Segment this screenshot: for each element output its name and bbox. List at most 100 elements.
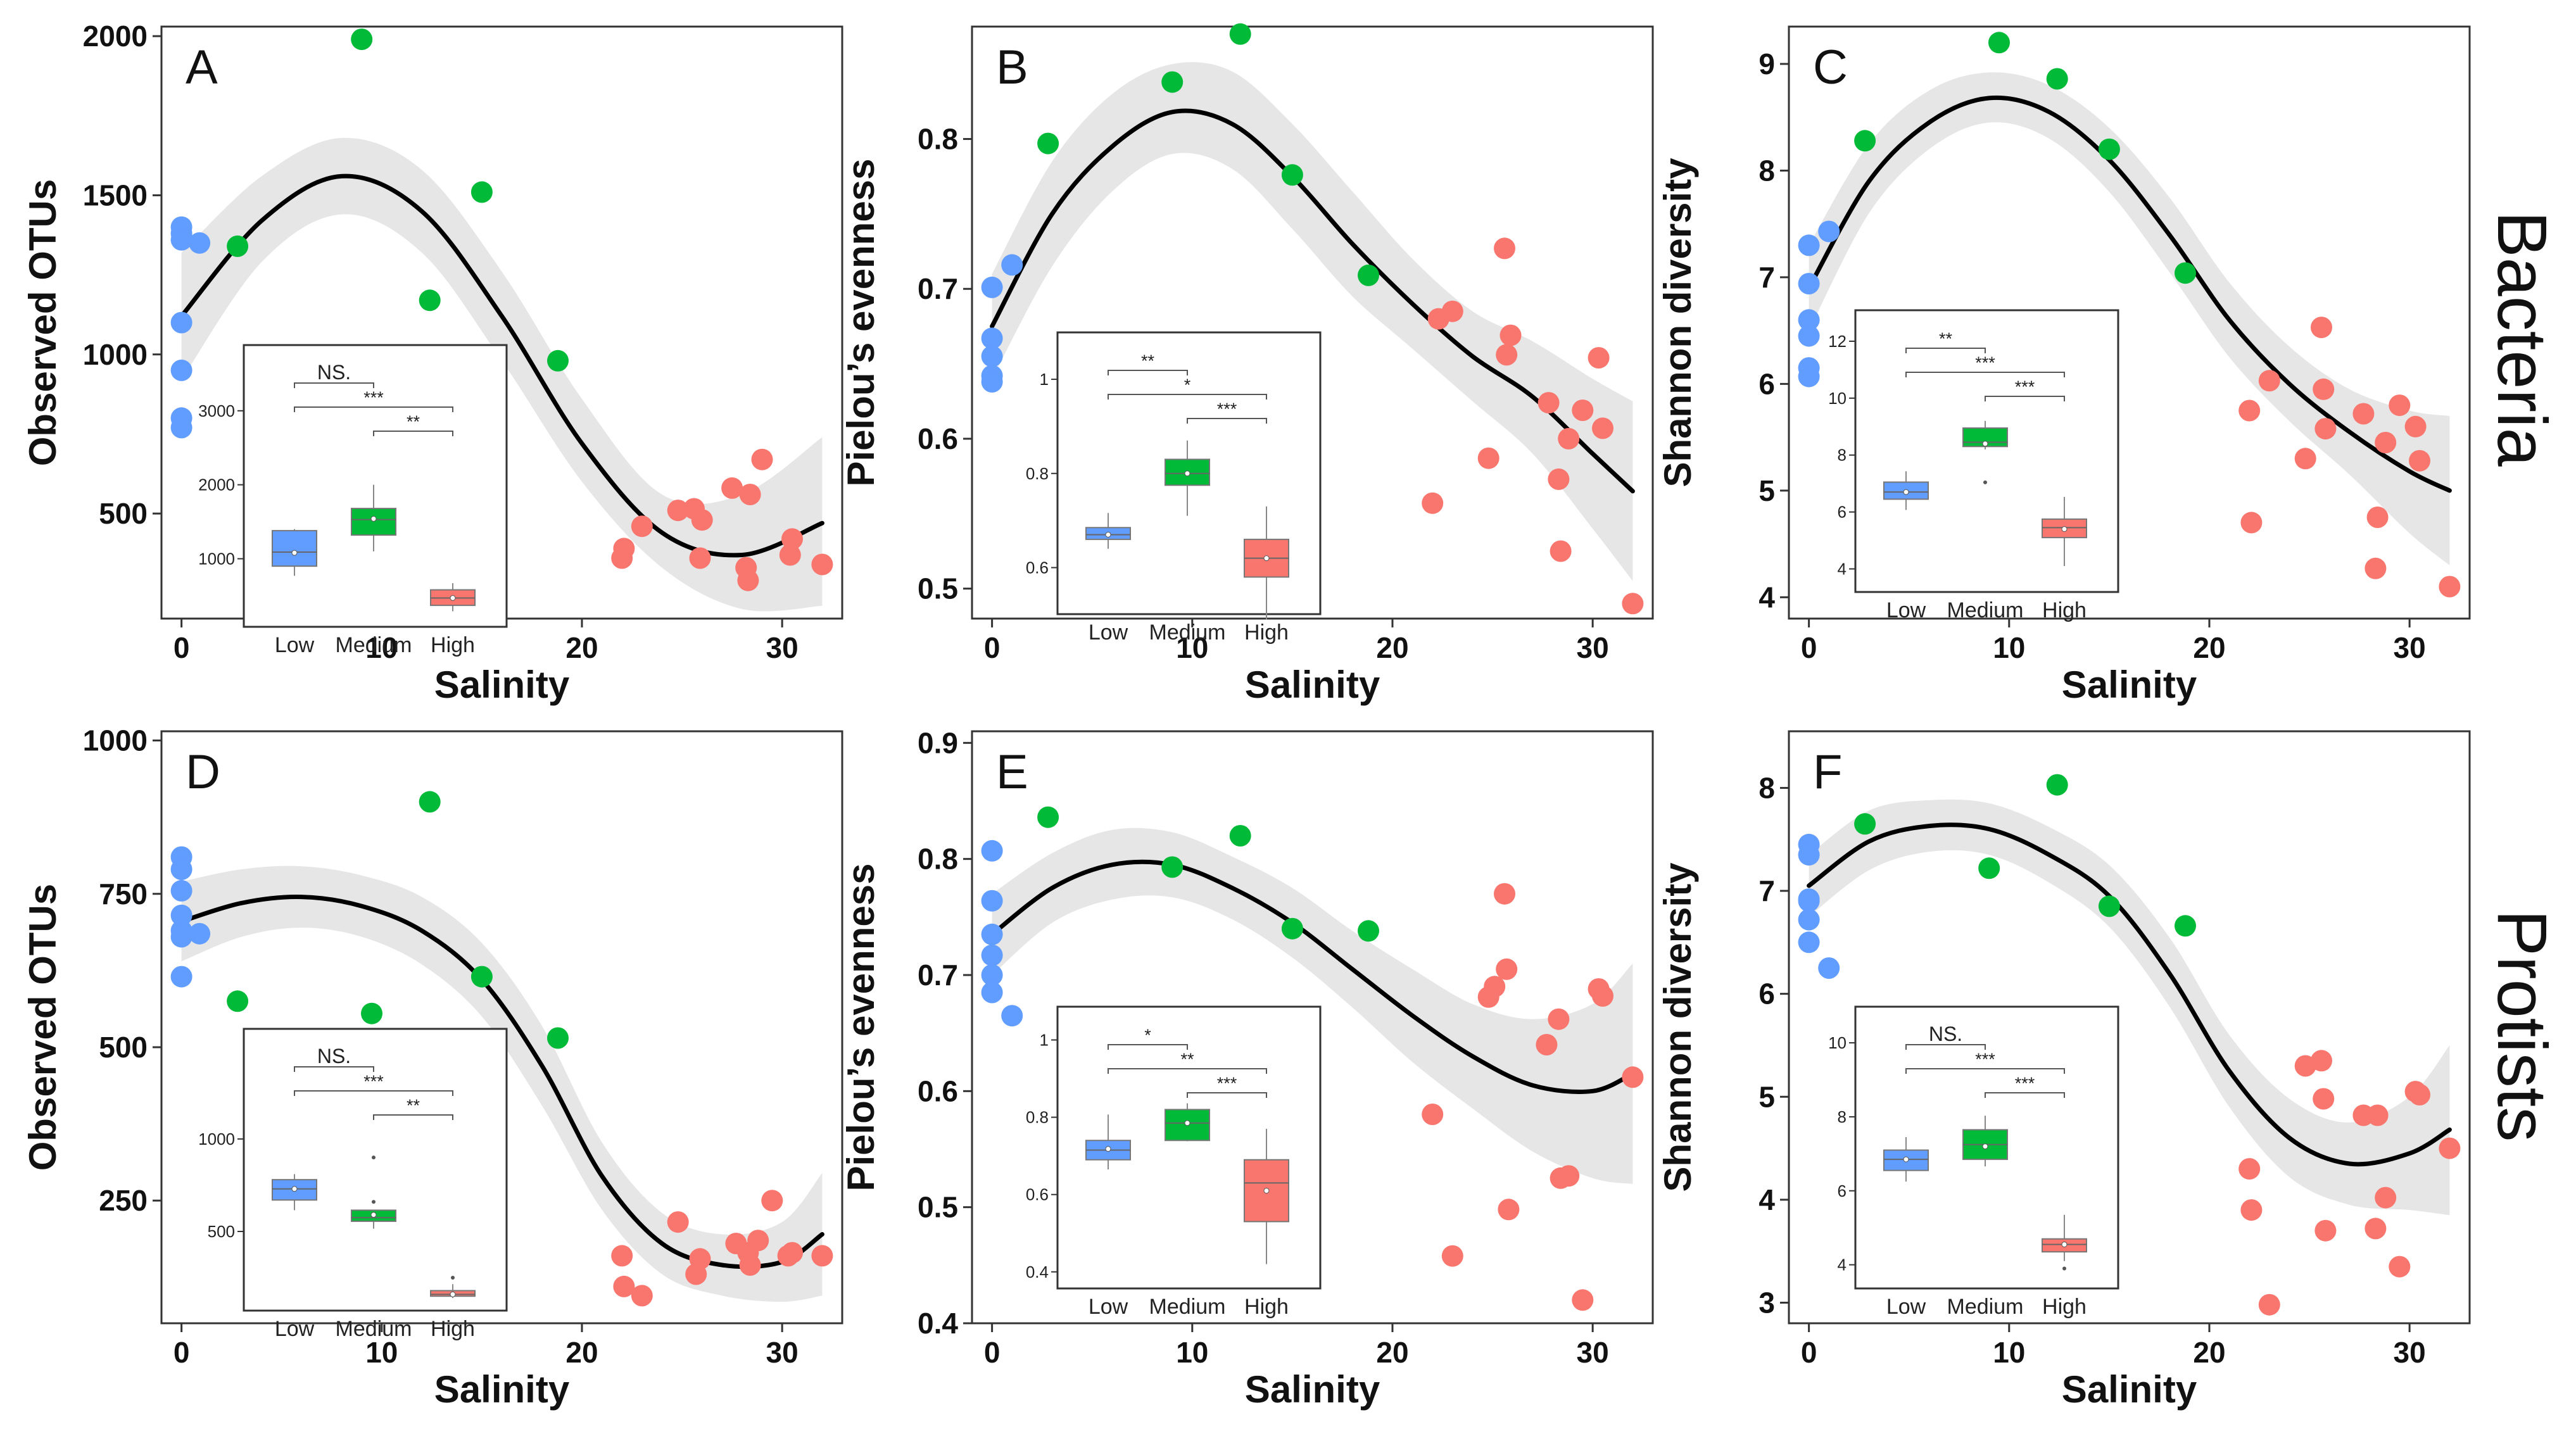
data-point-low bbox=[170, 312, 193, 334]
data-point-high bbox=[1484, 976, 1506, 998]
y-tick-label: 4 bbox=[1758, 1183, 1775, 1216]
inset-y-tick-label: 4 bbox=[1838, 560, 1847, 579]
inset-significance-label: *** bbox=[1975, 353, 1995, 372]
data-point-medium bbox=[2098, 138, 2120, 160]
inset-y-tick-label: 0.6 bbox=[1026, 558, 1049, 577]
x-tick-label: 20 bbox=[565, 1336, 598, 1369]
inset-significance-bracket bbox=[1187, 1092, 1267, 1098]
inset-y-tick-label: 3000 bbox=[198, 401, 235, 420]
inset-significance-bracket bbox=[1905, 372, 2065, 377]
inset-significance-label: *** bbox=[1975, 1050, 1995, 1069]
data-point-high bbox=[2294, 448, 2316, 470]
inset-y-tick-label: 1000 bbox=[198, 1130, 235, 1149]
y-tick-label: 0.8 bbox=[918, 123, 958, 156]
data-point-medium bbox=[1358, 264, 1379, 286]
panel-c: 0 10 20 30 4 5 6 7 8 9 Salinity Shannon diversity C 4… bbox=[1657, 25, 2471, 706]
x-tick-label: 10 bbox=[1993, 631, 2025, 664]
y-tick-label: 9 bbox=[1758, 47, 1775, 80]
data-point-high bbox=[1548, 1008, 1570, 1030]
data-point-high bbox=[747, 1230, 769, 1252]
data-point-high bbox=[2409, 450, 2430, 472]
data-point-low bbox=[981, 964, 1003, 986]
data-point-high bbox=[2238, 1158, 2261, 1180]
data-point-high bbox=[2439, 576, 2461, 598]
x-tick-label: 0 bbox=[984, 1336, 1001, 1369]
data-point-high bbox=[2404, 415, 2427, 438]
inset-outlier-medium bbox=[372, 1200, 376, 1204]
data-point-low bbox=[1798, 931, 1820, 954]
inset-significance-label: *** bbox=[2015, 1074, 2035, 1093]
inset-significance-label: ** bbox=[407, 1096, 420, 1115]
y-tick-label: 8 bbox=[1758, 771, 1775, 804]
data-point-high bbox=[2313, 378, 2335, 400]
data-point-high bbox=[1588, 347, 1610, 369]
data-point-medium bbox=[2098, 895, 2120, 917]
inset-significance-bracket bbox=[1905, 1068, 2065, 1074]
data-point-low bbox=[1798, 325, 1820, 347]
data-point-medium bbox=[1161, 71, 1184, 93]
confidence-ribbon bbox=[992, 62, 1633, 581]
inset-mean-medium bbox=[370, 515, 377, 522]
data-point-high bbox=[1441, 1245, 1463, 1267]
y-axis-title: Pielou’s evenness bbox=[840, 158, 882, 486]
inset-mean-medium bbox=[370, 1212, 377, 1218]
y-tick-label: 3 bbox=[1758, 1286, 1775, 1319]
inset-category-label: Low bbox=[1886, 1295, 1926, 1319]
y-tick-label: 2000 bbox=[83, 20, 148, 53]
y-tick-label: 7 bbox=[1758, 261, 1775, 294]
inset-significance-label: ** bbox=[1180, 1050, 1194, 1069]
data-point-high bbox=[1592, 417, 1613, 439]
data-point-high bbox=[1558, 427, 1580, 450]
data-point-high bbox=[737, 569, 759, 591]
inset-significance-bracket bbox=[1108, 1044, 1188, 1050]
x-tick-label: 0 bbox=[984, 631, 1001, 664]
data-point-high bbox=[2258, 370, 2280, 392]
x-tick-label: 0 bbox=[1801, 631, 1817, 664]
x-axis-title: Salinity bbox=[1245, 664, 1380, 706]
inset-mean-high bbox=[2061, 526, 2068, 532]
data-point-low bbox=[981, 840, 1003, 862]
inset-mean-low bbox=[1903, 1156, 1909, 1162]
y-tick-label: 5 bbox=[1758, 474, 1775, 507]
inset-y-tick-label: 2000 bbox=[198, 475, 235, 494]
inset-significance-label: ** bbox=[407, 412, 420, 431]
inset-category-label: Low bbox=[275, 633, 315, 657]
data-point-low bbox=[1798, 890, 1820, 912]
inset-frame bbox=[243, 1028, 508, 1312]
data-point-high bbox=[811, 553, 833, 576]
y-tick-label: 6 bbox=[1758, 367, 1775, 400]
data-point-low bbox=[1798, 909, 1820, 931]
y-tick-label: 7 bbox=[1758, 874, 1775, 907]
inset-significance-label: *** bbox=[363, 388, 384, 407]
inset-significance-bracket bbox=[1108, 1068, 1267, 1074]
inset-significance-label: *** bbox=[363, 1072, 384, 1091]
x-tick-label: 0 bbox=[174, 1336, 190, 1369]
inset-frame bbox=[1854, 309, 2119, 593]
data-point-high bbox=[1537, 392, 1560, 414]
inset-y-tick-label: 4 bbox=[1838, 1256, 1847, 1275]
data-point-low bbox=[189, 922, 211, 945]
inset-significance-bracket bbox=[1108, 394, 1267, 400]
data-point-high bbox=[2311, 317, 2332, 339]
inset-category-label: High bbox=[2042, 1295, 2087, 1319]
inset-mean-high bbox=[450, 1291, 456, 1297]
data-point-high bbox=[1550, 540, 1572, 562]
inset-y-tick-label: 1 bbox=[1040, 1031, 1049, 1050]
y-axis-title: Observed OTUs bbox=[22, 884, 64, 1171]
data-point-high bbox=[2240, 512, 2263, 534]
data-point-medium bbox=[1281, 917, 1303, 940]
data-point-low bbox=[981, 890, 1003, 912]
data-point-high bbox=[2238, 400, 2261, 422]
inset-y-tick-label: 6 bbox=[1838, 1181, 1847, 1200]
data-point-medium bbox=[547, 1027, 569, 1049]
data-point-high bbox=[2364, 557, 2387, 579]
data-point-high bbox=[1622, 593, 1644, 615]
data-point-medium bbox=[470, 966, 493, 988]
inset-category-label: Low bbox=[1886, 598, 1926, 622]
inset-category-label: Low bbox=[1089, 620, 1128, 645]
inset-y-tick-label: 0.8 bbox=[1026, 464, 1049, 483]
inset-box-low bbox=[272, 530, 317, 567]
data-point-medium bbox=[2175, 262, 2196, 284]
data-point-medium bbox=[1161, 856, 1184, 878]
